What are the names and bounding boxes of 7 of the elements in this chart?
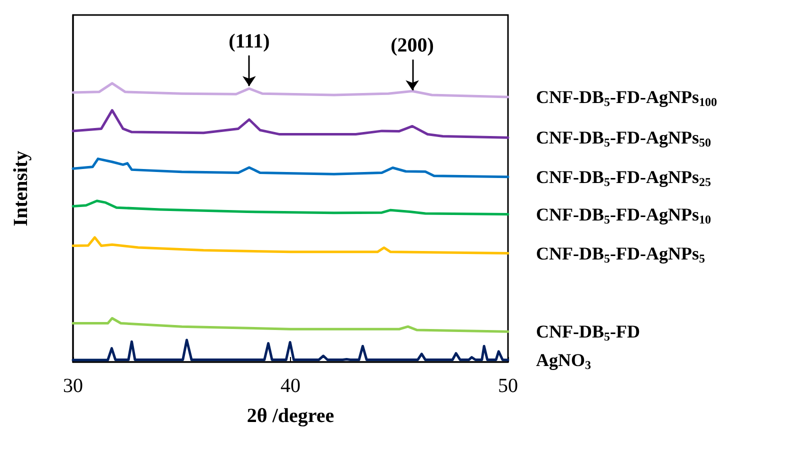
- y-axis-title: Intensity: [10, 150, 32, 226]
- x-tick-label: 30: [63, 375, 83, 397]
- annotation: (200): [390, 34, 434, 57]
- x-axis-title: 2θ /degree: [246, 405, 334, 427]
- annotation: (111): [228, 30, 270, 52]
- x-tick-label: 40: [280, 375, 300, 397]
- x-tick-label: 50: [498, 375, 518, 397]
